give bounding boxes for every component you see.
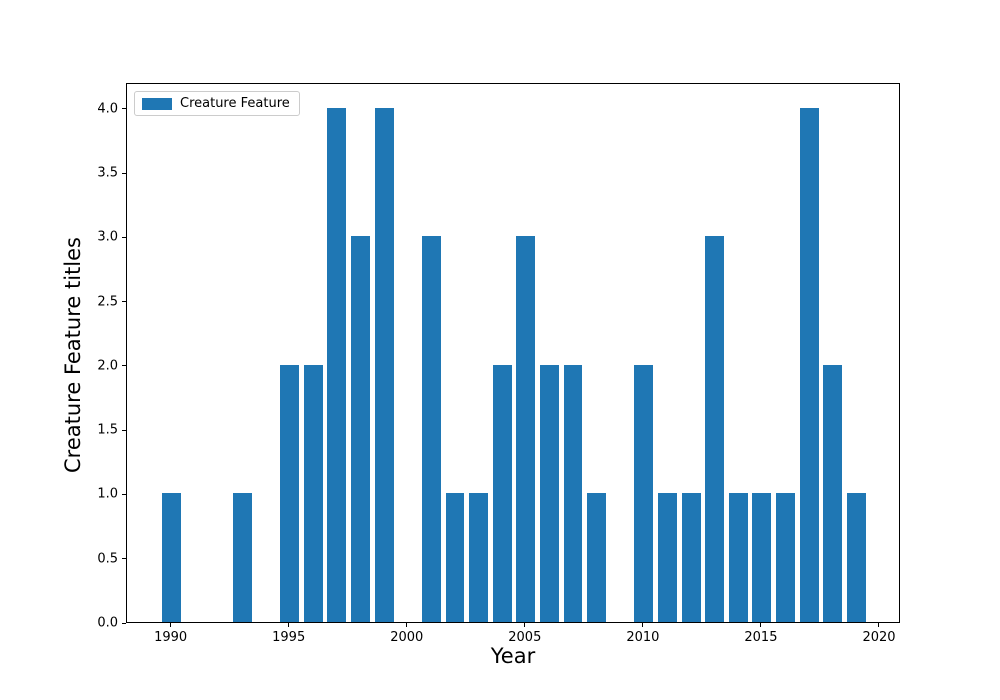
bar-2016 (776, 493, 795, 622)
y-tick-mark (122, 365, 126, 367)
bar-1996 (303, 364, 323, 622)
x-tick-mark (642, 623, 644, 627)
y-tick-label: 0.0 (97, 615, 118, 631)
legend-label: Creature Feature (180, 96, 290, 111)
x-tick-label: 2015 (744, 630, 778, 645)
y-tick-label: 1.0 (97, 486, 118, 502)
bar-2019 (846, 493, 866, 622)
y-tick-label: 4.0 (97, 101, 118, 117)
y-tick-mark (122, 622, 126, 624)
bar-2018 (823, 364, 843, 622)
bar-2003 (469, 493, 488, 622)
bar-2001 (421, 236, 441, 622)
bar-2012 (681, 493, 701, 622)
x-tick-label: 1995 (272, 630, 306, 645)
legend: Creature Feature (134, 91, 300, 116)
bar-2014 (728, 493, 748, 622)
y-tick-mark (122, 493, 126, 495)
bar-2008 (587, 493, 607, 622)
bar-1993 (233, 493, 252, 622)
bar-2011 (658, 493, 677, 622)
x-tick-mark (170, 623, 172, 627)
bar-2004 (492, 364, 512, 622)
bar-2010 (634, 364, 654, 622)
y-tick-label: 3.5 (97, 165, 118, 181)
bar-1999 (374, 107, 394, 622)
x-axis-label: Year (490, 644, 536, 668)
bar-2006 (539, 364, 559, 622)
bar-2005 (516, 236, 536, 622)
y-tick-label: 0.5 (97, 551, 118, 567)
y-tick-mark (122, 236, 126, 238)
bar-2002 (445, 493, 465, 622)
bars-container (127, 84, 899, 622)
bar-2007 (563, 364, 583, 622)
x-tick-label: 1990 (154, 630, 188, 645)
bar-2017 (799, 107, 819, 622)
y-tick-mark (122, 558, 126, 560)
x-tick-mark (406, 623, 408, 627)
bar-1998 (351, 236, 370, 622)
y-tick-mark (122, 301, 126, 303)
bar-1995 (280, 364, 300, 622)
y-axis-label: Creature Feature titles (61, 237, 85, 473)
x-tick-mark (760, 623, 762, 627)
x-tick-label: 2010 (626, 630, 660, 645)
bar-1997 (327, 107, 347, 622)
y-tick-mark (122, 172, 126, 174)
y-tick-label: 2.0 (97, 358, 118, 374)
y-tick-label: 3.0 (97, 229, 118, 245)
x-tick-mark (878, 623, 880, 627)
plot-area: Creature Feature (126, 83, 900, 623)
bar-2013 (705, 236, 725, 622)
x-tick-mark (288, 623, 290, 627)
x-tick-label: 2005 (508, 630, 542, 645)
y-tick-label: 2.5 (97, 294, 118, 310)
legend-color-swatch (142, 97, 172, 110)
y-tick-label: 1.5 (97, 422, 118, 438)
bar-2015 (752, 493, 772, 622)
x-tick-label: 2020 (862, 630, 896, 645)
y-tick-mark (122, 108, 126, 110)
bar-1990 (162, 493, 182, 622)
y-tick-mark (122, 429, 126, 431)
x-tick-mark (524, 623, 526, 627)
x-tick-label: 2000 (390, 630, 424, 645)
